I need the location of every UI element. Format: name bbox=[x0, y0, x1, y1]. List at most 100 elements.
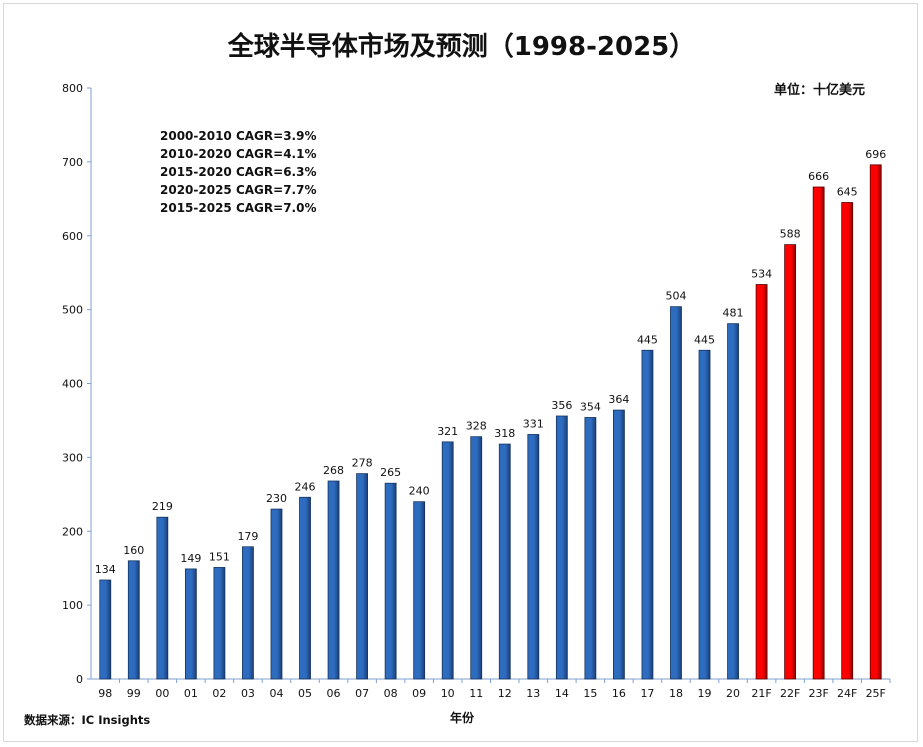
bar-value-label: 318 bbox=[494, 427, 515, 440]
cagr-note: 2000-2010 CAGR=3.9% bbox=[160, 129, 317, 143]
cagr-annotations: 2000-2010 CAGR=3.9% 2010-2020 CAGR=4.1% … bbox=[160, 127, 316, 217]
bar-value-label: 151 bbox=[209, 550, 230, 563]
forecast-bar bbox=[755, 284, 768, 680]
x-tick-label: 13 bbox=[526, 687, 540, 700]
x-tick-label: 25F bbox=[866, 687, 886, 700]
bar-value-label: 240 bbox=[409, 485, 430, 498]
bar-value-label: 230 bbox=[266, 492, 287, 505]
actual-bar bbox=[242, 546, 254, 680]
x-tick-label: 23F bbox=[808, 687, 828, 700]
actual-bar bbox=[670, 306, 682, 680]
y-tick-label: 200 bbox=[62, 525, 83, 538]
forecast-bar bbox=[784, 244, 797, 680]
cagr-note: 2020-2025 CAGR=7.7% bbox=[160, 183, 317, 197]
bar-value-label: 354 bbox=[580, 400, 601, 413]
actual-bar bbox=[356, 473, 368, 680]
x-tick-label: 15 bbox=[583, 687, 597, 700]
bar-value-label: 321 bbox=[437, 425, 458, 438]
bar-value-label: 179 bbox=[237, 530, 258, 543]
x-tick-label: 21F bbox=[751, 687, 771, 700]
x-tick-label: 14 bbox=[555, 687, 569, 700]
actual-bar bbox=[156, 516, 169, 680]
actual-bar bbox=[327, 480, 340, 680]
x-tick-label: 04 bbox=[269, 687, 283, 700]
actual-bar bbox=[498, 443, 511, 680]
bar-value-label: 481 bbox=[723, 307, 744, 320]
x-tick-label: 08 bbox=[384, 687, 398, 700]
bar-value-label: 588 bbox=[780, 228, 801, 241]
x-tick-label: 18 bbox=[669, 687, 683, 700]
actual-bar bbox=[299, 496, 311, 680]
x-tick-label: 12 bbox=[498, 687, 512, 700]
bar-value-label: 246 bbox=[295, 480, 316, 493]
forecast-bar bbox=[812, 186, 825, 680]
x-tick-label: 02 bbox=[212, 687, 226, 700]
y-tick-label: 100 bbox=[62, 599, 83, 612]
actual-bar bbox=[184, 568, 197, 680]
actual-bar bbox=[270, 508, 283, 680]
bar-value-label: 696 bbox=[865, 148, 886, 161]
x-tick-label: 19 bbox=[698, 687, 712, 700]
bar-value-label: 219 bbox=[152, 500, 173, 513]
x-tick-label: 00 bbox=[155, 687, 169, 700]
bar-value-label: 534 bbox=[751, 268, 772, 281]
x-tick-label: 16 bbox=[612, 687, 626, 700]
x-tick-label: 24F bbox=[837, 687, 857, 700]
unit-label: 单位：十亿美元 bbox=[773, 83, 865, 98]
bar-value-label: 278 bbox=[352, 457, 373, 470]
cagr-note: 2015-2025 CAGR=7.0% bbox=[160, 201, 317, 215]
x-tick-label: 20 bbox=[726, 687, 740, 700]
bar-value-label: 149 bbox=[180, 552, 201, 565]
x-tick-label: 03 bbox=[241, 687, 255, 700]
y-tick-label: 400 bbox=[62, 378, 83, 391]
bar-value-label: 504 bbox=[665, 290, 686, 303]
y-tick-label: 0 bbox=[76, 673, 83, 686]
y-tick-label: 800 bbox=[62, 82, 83, 95]
bar-value-label: 160 bbox=[123, 544, 144, 557]
bar-value-label: 134 bbox=[95, 563, 116, 576]
actual-bar bbox=[613, 409, 625, 680]
actual-bar bbox=[441, 441, 454, 680]
source-note: 数据来源：IC Insights bbox=[24, 713, 151, 727]
x-tick-label: 10 bbox=[441, 687, 455, 700]
x-tick-label: 06 bbox=[327, 687, 341, 700]
cagr-note: 2015-2020 CAGR=6.3% bbox=[160, 165, 317, 179]
x-tick-label: 22F bbox=[780, 687, 800, 700]
x-tick-label: 05 bbox=[298, 687, 312, 700]
forecast-bar bbox=[869, 164, 882, 680]
x-tick-label: 01 bbox=[184, 687, 198, 700]
bar-value-label: 645 bbox=[837, 186, 858, 199]
actual-bar bbox=[413, 501, 426, 680]
actual-bar bbox=[584, 417, 597, 680]
actual-bar bbox=[527, 434, 540, 680]
actual-bar bbox=[213, 567, 226, 680]
actual-bar bbox=[555, 415, 568, 680]
bar-value-label: 328 bbox=[466, 420, 487, 433]
y-tick-label: 500 bbox=[62, 304, 83, 317]
forecast-bar bbox=[841, 202, 854, 680]
bar-value-label: 445 bbox=[637, 333, 658, 346]
x-tick-label: 17 bbox=[640, 687, 654, 700]
actual-bar bbox=[727, 323, 739, 680]
bar-value-label: 364 bbox=[608, 393, 629, 406]
bar-value-label: 331 bbox=[523, 417, 544, 430]
bar-value-label: 265 bbox=[380, 466, 401, 479]
cagr-note: 2010-2020 CAGR=4.1% bbox=[160, 147, 317, 161]
actual-bar bbox=[384, 482, 397, 680]
bar-value-label: 268 bbox=[323, 464, 344, 477]
actual-bar bbox=[127, 560, 140, 680]
x-tick-label: 11 bbox=[469, 687, 483, 700]
actual-bar bbox=[470, 436, 483, 680]
y-tick-label: 600 bbox=[62, 230, 83, 243]
chart-frame bbox=[3, 3, 918, 742]
actual-bar bbox=[99, 579, 112, 680]
bar-value-label: 356 bbox=[551, 399, 572, 412]
x-tick-label: 09 bbox=[412, 687, 426, 700]
x-tick-label: 98 bbox=[98, 687, 112, 700]
y-tick-label: 700 bbox=[62, 156, 83, 169]
bar-value-label: 666 bbox=[808, 170, 829, 183]
chart-title: 全球半导体市场及预测（1998-2025） bbox=[227, 32, 696, 62]
bar-value-label: 445 bbox=[694, 333, 715, 346]
y-tick-label: 300 bbox=[62, 451, 83, 464]
